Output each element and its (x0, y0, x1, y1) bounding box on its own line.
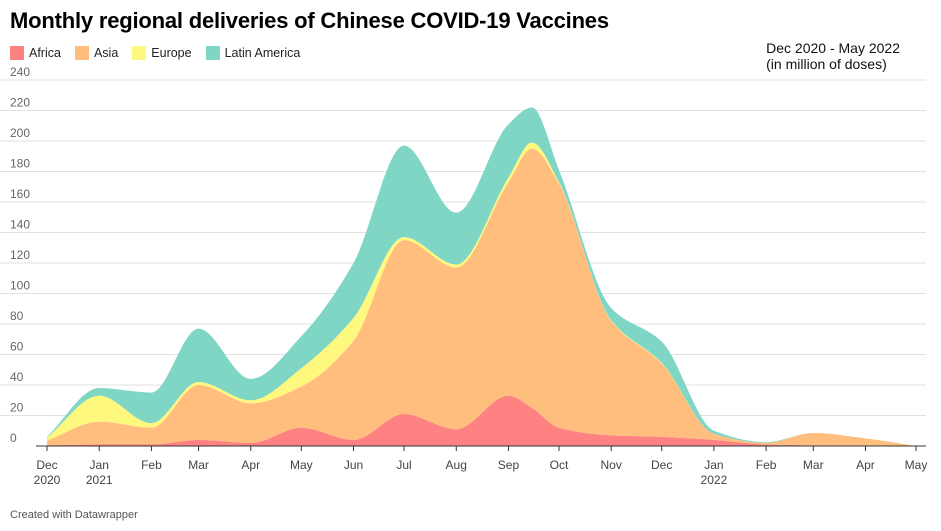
note-units: (in million of doses) (766, 56, 887, 72)
x-tick-label-2: Feb (141, 458, 162, 472)
legend-label-africa: Africa (29, 46, 61, 60)
y-tick-label-140: 140 (10, 218, 30, 232)
y-tick-label-240: 240 (10, 65, 30, 79)
x-tick-label-16: Apr (856, 458, 875, 472)
legend-swatch-latin-america (205, 46, 220, 60)
chart-title: Monthly regional deliveries of Chinese C… (10, 8, 609, 33)
x-tick-year-label-0: 2020 (34, 473, 61, 487)
area-series-africa (47, 395, 916, 446)
y-tick-label-100: 100 (10, 279, 30, 293)
legend-item-asia: Asia (74, 46, 119, 60)
y-tick-label-220: 220 (10, 96, 30, 110)
y-tick-label-20: 20 (10, 401, 24, 415)
x-tick-label-10: Oct (550, 458, 569, 472)
x-tick-label-15: Mar (803, 458, 824, 472)
legend-label-europe: Europe (151, 46, 192, 60)
legend-swatch-asia (74, 46, 89, 60)
area-series-asia (47, 148, 916, 446)
y-tick-label-60: 60 (10, 340, 24, 354)
legend-label-asia: Asia (93, 46, 119, 60)
x-tick-year-label-13: 2022 (701, 473, 728, 487)
legend-swatch-europe (132, 46, 147, 60)
y-tick-label-200: 200 (10, 126, 30, 140)
x-tick-label-11: Nov (601, 458, 622, 472)
chart-note: Dec 2020 - May 2022 (in million of doses… (766, 40, 900, 72)
x-tick-label-1: Jan (90, 458, 109, 472)
legend: Africa Asia Europe Latin America (10, 46, 300, 60)
x-tick-label-3: Mar (188, 458, 209, 472)
x-tick-year-label-1: 2021 (86, 473, 113, 487)
x-tick-label-6: Jun (344, 458, 363, 472)
x-tick-label-14: Feb (756, 458, 777, 472)
x-tick-label-7: Jul (396, 458, 411, 472)
y-tick-label-80: 80 (10, 309, 24, 323)
x-tick-label-4: Apr (241, 458, 260, 472)
y-tick-label-0: 0 (10, 431, 17, 445)
x-tick-label-13: Jan (704, 458, 723, 472)
y-tick-label-180: 180 (10, 157, 30, 171)
area-series-latin-america (47, 107, 916, 446)
x-tick-label-0: Dec (36, 458, 57, 472)
footer-credit: Created with Datawrapper (10, 509, 138, 521)
legend-swatch-africa (10, 46, 24, 60)
legend-item-africa: Africa (10, 46, 61, 60)
x-tick-label-8: Aug (446, 458, 467, 472)
y-tick-label-120: 120 (10, 248, 30, 262)
y-tick-label-160: 160 (10, 187, 30, 201)
area-layer (47, 107, 916, 446)
x-tick-label-12: Dec (651, 458, 672, 472)
legend-item-latin-america: Latin America (205, 46, 301, 60)
legend-label-latin-america: Latin America (224, 46, 301, 60)
grid-layer: 0 20 40 60 80 100 120 140 160 180 200 220 240 (0, 65, 926, 445)
x-tick-label-17: May (905, 458, 928, 472)
y-tick-label-40: 40 (10, 370, 24, 384)
x-tick-label-5: May (290, 458, 313, 472)
legend-item-europe: Europe (132, 46, 192, 60)
x-tick-label-9: Sep (498, 458, 520, 472)
note-date-range: Dec 2020 - May 2022 (766, 40, 900, 56)
